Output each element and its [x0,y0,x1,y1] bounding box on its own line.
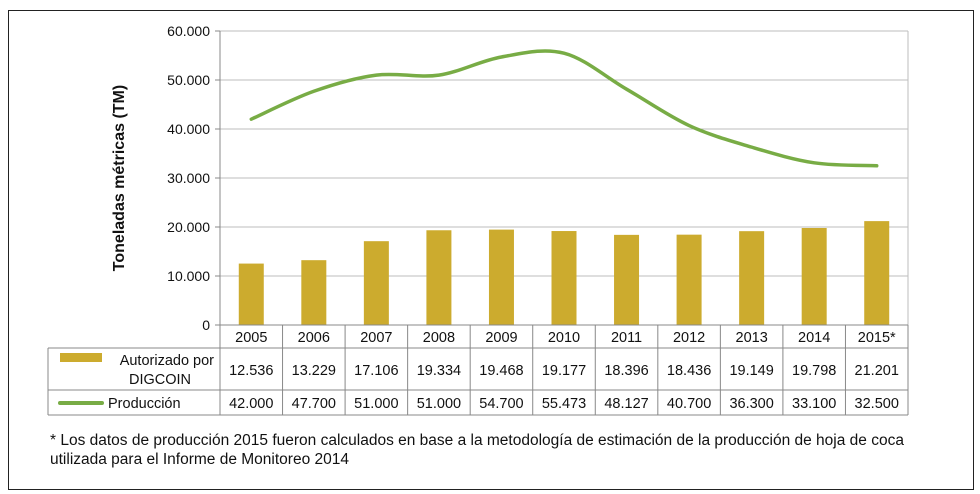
line-value-label: 42.000 [229,396,273,412]
bar [301,260,327,325]
bar [426,230,452,325]
bar-value-label: 18.436 [667,363,711,379]
bar [801,227,827,325]
bar [676,234,702,325]
bar [488,229,514,325]
line-value-label: 51.000 [417,396,461,412]
bar [614,234,640,325]
y-tick-label: 0 [202,317,210,333]
x-category-label: 2013 [736,330,768,346]
footnote: * Los datos de producción 2015 fueron ca… [50,432,904,468]
bar-value-label: 17.106 [354,363,398,379]
line-value-label: 51.000 [354,396,398,412]
bar [363,241,389,325]
production-line [249,49,879,168]
bar-value-label: 19.334 [417,363,461,379]
y-tick-label: 10.000 [167,268,210,284]
x-category-label: 2006 [298,330,330,346]
y-tick-label: 40.000 [167,121,210,137]
x-category-label: 2008 [423,330,455,346]
line-value-label: 47.700 [292,396,336,412]
x-category-label: 2015* [858,330,896,346]
x-category-label: 2012 [673,330,705,346]
x-category-label: 2010 [548,330,580,346]
line-value-label: 33.100 [792,396,836,412]
bar-value-label: 12.536 [229,363,273,379]
y-tick-label: 50.000 [167,72,210,88]
bar [551,231,577,325]
bar-value-label: 19.798 [792,363,836,379]
x-category-label: 2011 [611,330,642,346]
y-tick-label: 20.000 [167,219,210,235]
legend-bar-swatch [60,353,102,362]
x-category-label: 2007 [360,330,392,346]
line-value-label: 36.300 [729,396,773,412]
line-value-label: 48.127 [604,396,648,412]
x-category-label: 2014 [798,330,830,346]
bar-value-label: 19.149 [729,363,773,379]
bar [238,263,264,325]
legend-bar-label-line2: DIGCOIN [129,372,191,388]
line-value-label: 40.700 [667,396,711,412]
y-tick-label: 60.000 [167,23,210,39]
line-value-label: 54.700 [479,396,523,412]
bar-value-label: 18.396 [604,363,648,379]
line-value-label: 55.473 [542,396,586,412]
chart-frame [8,10,974,490]
y-axis-label: Toneladas métricas (TM) [111,85,128,271]
bar-value-label: 19.177 [542,363,586,379]
bar-value-label: 13.229 [292,363,336,379]
line-value-label: 32.500 [855,396,899,412]
bar-value-label: 19.468 [479,363,523,379]
bar [739,231,765,325]
bar-value-label: 21.201 [855,363,899,379]
legend-bar-label-line1: Autorizado por [120,353,214,369]
x-category-label: 2009 [485,330,517,346]
bar [864,221,890,325]
legend-line-label: Producción [108,396,181,412]
y-tick-label: 30.000 [167,170,210,186]
x-category-label: 2005 [235,330,267,346]
